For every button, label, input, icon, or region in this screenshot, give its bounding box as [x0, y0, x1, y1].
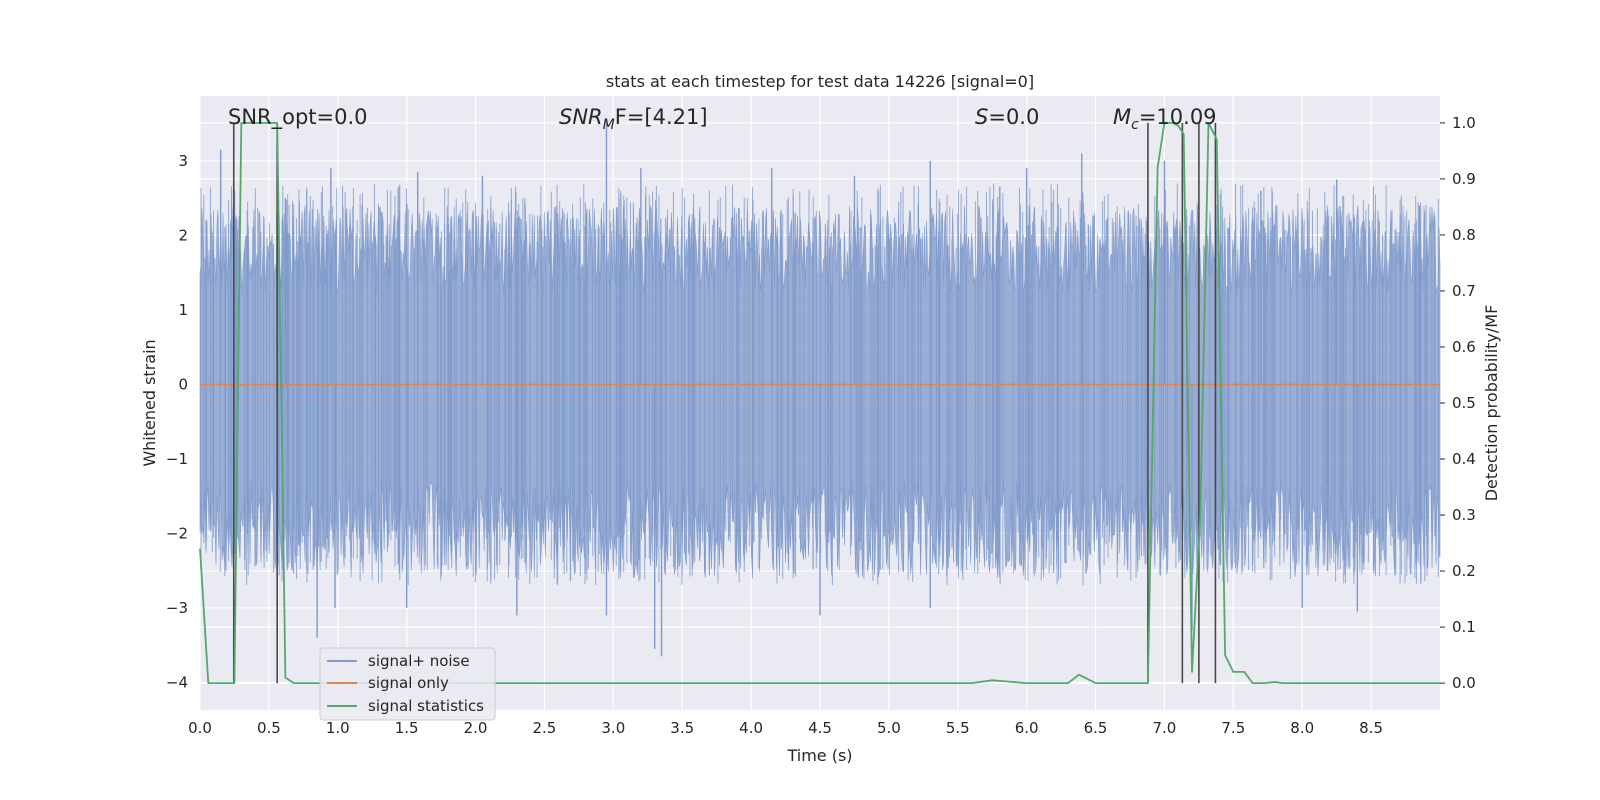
statistics-line: [199, 122, 1440, 684]
annotation-snr-opt: SNR_opt=0.0: [228, 105, 368, 130]
y-right-tick-label: 0.8: [1452, 226, 1476, 244]
y-right-tick-label: 0.5: [1452, 394, 1476, 412]
annotation-mc: Mc=10.09: [1113, 105, 1217, 133]
annotation-snr-mf-value: F=[4.21]: [615, 105, 708, 129]
legend: signal+ noise signal only signal statist…: [319, 647, 496, 721]
y-tick-label: 0: [178, 375, 188, 393]
y-tick-label: 2: [178, 226, 188, 244]
legend-box: [319, 647, 496, 721]
y-tick-label: −3: [166, 599, 188, 617]
x-tick-label: 7.0: [1153, 719, 1177, 737]
annotation-snr-mf-symbol: SNR: [559, 105, 603, 129]
x-tick-label: 1.5: [395, 719, 419, 737]
x-tick-label: 6.0: [1015, 719, 1039, 737]
x-tick-label: 3.5: [670, 719, 694, 737]
annotation-s: S=0.0: [975, 105, 1039, 129]
annotation-mc-value: =10.09: [1139, 105, 1217, 129]
y-axis-ticks: −4 −3 −2 −1 0 1 2 3: [166, 152, 188, 692]
y-axis-label: Whitened strain: [140, 339, 159, 466]
x-tick-label: 4.5: [808, 719, 832, 737]
y-right-tick-label: 0.2: [1452, 562, 1476, 580]
y-right-tick-label: 0.9: [1452, 170, 1476, 188]
x-tick-label: 8.5: [1359, 719, 1383, 737]
annotation-s-symbol: S: [975, 105, 988, 129]
y-tick-label: −4: [166, 673, 188, 691]
y-axis-right-label: Detection probability/MF: [1482, 305, 1501, 502]
y-tick-label: −2: [166, 524, 188, 542]
statistics-series: [199, 122, 1440, 684]
y-right-tick-label: 0.7: [1452, 282, 1476, 300]
x-tick-label: 3.0: [601, 719, 625, 737]
x-tick-label: 0.5: [257, 719, 281, 737]
y-right-tick-label: 1.0: [1452, 114, 1476, 132]
annotation-s-value: =0.0: [988, 105, 1039, 129]
chart-title: stats at each timestep for test data 142…: [606, 72, 1034, 91]
y-right-tick-label: 0.4: [1452, 450, 1476, 468]
x-tick-label: 5.5: [946, 719, 970, 737]
x-tick-label: 1.0: [326, 719, 350, 737]
y-tick-label: 1: [178, 301, 188, 319]
y-right-tick-label: 0.1: [1452, 618, 1476, 636]
annotation-mc-symbol: M: [1113, 105, 1131, 129]
x-tick-label: 5.0: [877, 719, 901, 737]
y-tick-label: 3: [178, 152, 188, 170]
y-tick-label: −1: [166, 450, 188, 468]
annotation-mc-subscript: c: [1131, 117, 1139, 133]
annotation-snr-mf: SNRMF=[4.21]: [559, 105, 708, 133]
x-axis-ticks: 0.0 0.5 1.0 1.5 2.0 2.5 3.0 3.5 4.0 4.5 5.0 5.5 6.0 6…: [188, 719, 1383, 737]
x-tick-label: 7.5: [1221, 719, 1245, 737]
y-right-tick-label: 0.3: [1452, 506, 1476, 524]
x-tick-label: 6.5: [1084, 719, 1108, 737]
x-tick-label: 2.5: [533, 719, 557, 737]
x-tick-label: 8.0: [1290, 719, 1314, 737]
legend-entry-signal: signal only: [368, 674, 449, 692]
x-tick-label: 4.0: [739, 719, 763, 737]
vertical-markers: [232, 122, 1217, 684]
x-axis-label: Time (s): [786, 746, 852, 765]
annotation-snr-mf-subscript: M: [603, 117, 615, 133]
noise-series: [199, 119, 1441, 657]
x-tick-label: 2.0: [464, 719, 488, 737]
x-tick-label: 0.0: [188, 719, 212, 737]
legend-entry-noise: signal+ noise: [368, 652, 470, 670]
y-axis-right-ticks: 0.0 0.1 0.2 0.3 0.4 0.5 0.6 0.7 0.8 0.9 1.0: [1440, 114, 1476, 692]
legend-entry-stats: signal statistics: [368, 697, 484, 715]
y-right-tick-label: 0.6: [1452, 338, 1476, 356]
y-right-tick-label: 0.0: [1452, 674, 1476, 692]
